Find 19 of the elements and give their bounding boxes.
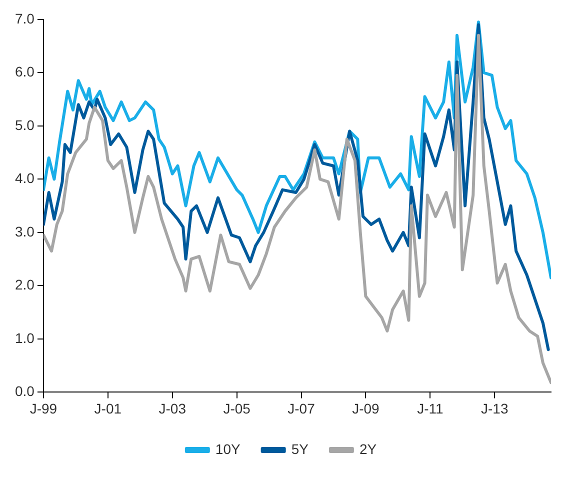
y-tick-label: 2.0 <box>14 276 35 293</box>
x-tick-label: J-05 <box>223 400 251 416</box>
legend-label: 2Y <box>359 440 378 457</box>
x-tick-label: J-13 <box>480 400 508 416</box>
x-tick-label: J-11 <box>417 400 444 416</box>
y-tick-label: 7.0 <box>14 10 35 26</box>
legend-label: 10Y <box>215 440 241 457</box>
y-tick-label: 0.0 <box>14 383 35 400</box>
legend-label: 5Y <box>291 440 310 457</box>
y-tick-label: 6.0 <box>14 64 35 80</box>
x-tick-label: J-01 <box>94 400 122 416</box>
y-tick-label: 3.0 <box>14 223 35 240</box>
y-tick-label: 5.0 <box>14 116 35 133</box>
x-tick-label: J-03 <box>158 400 186 416</box>
x-tick-label: J-07 <box>288 400 316 416</box>
x-tick-label: J-09 <box>352 400 380 416</box>
x-tick-label: J-99 <box>30 400 58 416</box>
y-tick-label: 4.0 <box>14 170 35 186</box>
y-tick-label: 1.0 <box>14 330 35 346</box>
